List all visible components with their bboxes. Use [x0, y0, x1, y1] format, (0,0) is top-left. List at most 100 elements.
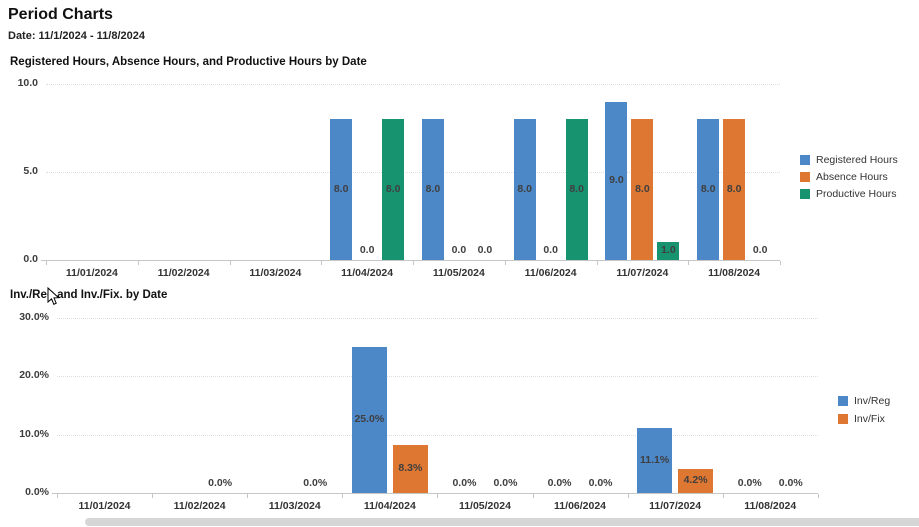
y-axis-tick-label: 5.0: [23, 165, 38, 177]
bar-value-label: 0.0%: [493, 477, 518, 489]
x-axis-tick: [137, 261, 139, 265]
bar-value-label: 8.0: [726, 182, 742, 195]
legend-swatch: [800, 189, 810, 199]
x-axis-date-label: 11/07/2024: [616, 267, 669, 279]
x-axis-date-label: 11/05/2024: [458, 500, 511, 512]
bar-value-label: 0.0%: [303, 477, 328, 489]
legend-swatch: [800, 155, 810, 165]
legend-label: Registered Hours: [816, 154, 898, 166]
x-axis-tick: [437, 494, 439, 498]
x-axis-date-label: 11/06/2024: [554, 500, 607, 512]
x-axis-line: [41, 260, 780, 261]
bar-value-label: 0.0%: [208, 477, 233, 489]
horizontal-scrollbar[interactable]: [85, 518, 919, 526]
bar[interactable]: [657, 242, 680, 260]
bar-value-label: 9.0: [609, 173, 624, 186]
x-axis-date-label: 11/06/2024: [524, 267, 577, 279]
x-axis-date-label: 11/08/2024: [708, 267, 761, 279]
gridline: [46, 84, 780, 85]
bar-value-label: 0.0: [451, 244, 467, 256]
x-axis-tick: [780, 261, 781, 265]
bar-value-label: 8.0: [425, 182, 441, 195]
x-axis-tick: [152, 494, 154, 498]
x-axis-tick: [57, 494, 58, 498]
bar[interactable]: [631, 119, 654, 260]
bar[interactable]: [382, 119, 405, 260]
y-axis-tick-label: 10.0: [17, 77, 38, 89]
legend-label: Inv/Reg: [854, 395, 891, 407]
bar[interactable]: [421, 119, 444, 260]
bar[interactable]: [637, 428, 673, 493]
y-axis-tick-label: 0.0%: [25, 486, 49, 498]
bar-value-label: 8.0: [517, 182, 532, 195]
x-axis-tick: [722, 494, 724, 498]
x-axis-tick: [321, 261, 323, 265]
x-axis-date-label: 11/07/2024: [649, 500, 702, 512]
x-axis-tick: [504, 261, 506, 265]
bar-value-label: 0.0%: [588, 477, 613, 489]
bar[interactable]: [565, 119, 588, 260]
bar[interactable]: [678, 468, 714, 493]
x-axis-tick: [413, 261, 414, 265]
bar-value-label: 0.0%: [547, 477, 572, 489]
legend-item[interactable]: Inv/Reg: [838, 395, 890, 407]
bar-value-label: 8.3%: [398, 461, 423, 474]
x-axis-tick: [229, 261, 231, 265]
legend-item[interactable]: Inv/Fix: [838, 413, 885, 425]
y-axis-tick-label: 10.0%: [19, 427, 49, 440]
bar-value-label: 8.0: [635, 182, 650, 195]
x-axis-tick: [342, 494, 344, 498]
bar[interactable]: [697, 119, 720, 260]
y-axis-tick-label: 20.0%: [19, 369, 49, 382]
x-axis-date-label: 11/01/2024: [65, 267, 118, 279]
bar-value-label: 4.2%: [683, 473, 708, 486]
legend-swatch: [838, 414, 848, 424]
bar-value-label: 0.0: [543, 244, 558, 256]
legend-item[interactable]: Registered Hours: [800, 154, 898, 166]
bar[interactable]: [392, 444, 428, 493]
bar-value-label: 8.0: [700, 182, 716, 195]
bar-value-label: 1.0: [661, 244, 676, 257]
hours-chart-title: Registered Hours, Absence Hours, and Pro…: [10, 56, 367, 68]
legend-label: Absence Hours: [816, 171, 888, 183]
page-title: Period Charts: [8, 6, 113, 23]
x-axis-line: [52, 493, 818, 494]
legend-label: Inv/Fix: [854, 413, 885, 425]
ratio-chart-title: Inv./Reg and Inv./Fix. by Date: [10, 289, 168, 301]
bar-value-label: 11.1%: [640, 453, 670, 466]
x-axis-tick: [627, 494, 629, 498]
y-axis-tick-label: 30.0%: [19, 311, 49, 323]
x-axis-date-label: 11/01/2024: [78, 500, 131, 512]
x-axis-date-label: 11/08/2024: [744, 500, 797, 512]
x-axis-tick: [247, 494, 249, 498]
legend-item[interactable]: Productive Hours: [800, 188, 897, 200]
bar-value-label: 0.0%: [737, 477, 762, 489]
x-axis-tick: [688, 261, 690, 265]
bar[interactable]: [351, 347, 387, 493]
bar[interactable]: [605, 101, 628, 260]
bar-value-label: 25.0%: [354, 413, 385, 426]
bar-value-label: 8.0: [385, 182, 401, 195]
bar-value-label: 0.0: [359, 244, 375, 256]
x-axis-tick: [46, 261, 47, 265]
bar[interactable]: [330, 119, 353, 260]
x-axis-tick: [532, 494, 534, 498]
x-axis-date-label: 11/03/2024: [268, 500, 321, 512]
bar-value-label: 0.0: [477, 244, 493, 256]
bar-value-label: 8.0: [569, 182, 584, 195]
mouse-cursor-icon: [47, 287, 60, 305]
gridline: [46, 172, 780, 173]
x-axis-date-label: 11/04/2024: [363, 500, 416, 512]
bar[interactable]: [723, 119, 746, 260]
x-axis-date-label: 11/02/2024: [173, 500, 226, 512]
bar-value-label: 0.0%: [778, 477, 803, 489]
legend-item[interactable]: Absence Hours: [800, 171, 888, 183]
bar-value-label: 0.0%: [452, 477, 477, 489]
bar-value-label: 8.0: [333, 182, 349, 195]
gridline: [57, 376, 818, 378]
x-axis-date-label: 11/02/2024: [157, 267, 210, 279]
bar-value-label: 0.0: [752, 244, 768, 256]
bar[interactable]: [513, 119, 536, 260]
y-axis-tick-label: 0.0: [23, 253, 38, 265]
